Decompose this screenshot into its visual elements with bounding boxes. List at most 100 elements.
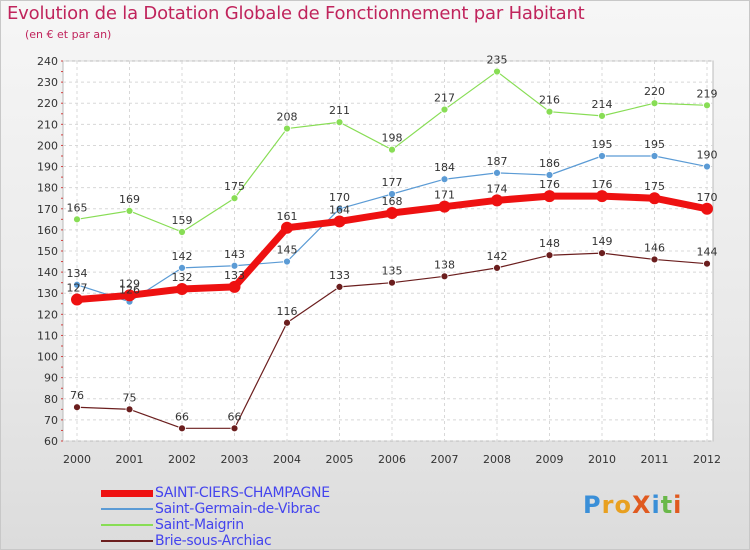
x-tick-label: 2009 [536,453,564,466]
y-tick-label: 150 [37,245,58,258]
data-label: 75 [123,391,137,404]
data-label: 177 [382,176,403,189]
data-point [440,175,449,184]
data-label: 184 [434,161,455,174]
data-point [388,190,396,198]
legend-swatch [101,508,153,510]
data-point [703,101,711,110]
data-point [230,261,239,270]
data-point [545,251,554,260]
legend-label: Saint-Germain-de-Vibrac [155,501,321,517]
data-label: 116 [277,305,298,318]
data-label: 174 [487,182,508,195]
data-point [283,257,291,266]
data-point [335,282,344,291]
y-tick-label: 90 [44,372,58,385]
data-label: 187 [487,155,508,168]
data-label: 138 [434,258,455,271]
legend-swatch [101,489,153,497]
data-point [491,194,503,207]
logo-letter: t [660,491,674,519]
data-point [701,202,713,215]
y-tick-label: 70 [44,414,58,427]
data-label: 217 [434,92,455,105]
data-point [125,206,134,215]
x-tick-label: 2006 [378,453,406,466]
data-point [596,190,608,203]
legend-label: Saint-Maigrin [155,517,244,533]
data-point [73,215,81,224]
data-point [230,424,239,433]
data-label: 143 [224,248,245,261]
legend-swatch [101,540,153,542]
data-point [73,403,81,412]
x-tick-label: 2002 [168,453,196,466]
logo-letter: X [631,491,652,519]
series-group [71,67,713,433]
data-point [230,194,239,203]
data-point [125,405,134,414]
data-label: 144 [697,246,718,259]
logo-letter: P [583,491,602,519]
data-point [545,171,554,179]
data-point [386,207,398,219]
data-label: 176 [539,178,560,191]
x-tick-label: 2004 [273,453,301,466]
data-label: 132 [172,271,193,284]
data-label: 195 [592,138,613,151]
data-point [598,111,606,120]
data-point [650,99,659,108]
data-label: 161 [277,210,298,223]
data-label: 66 [228,410,242,423]
logo-letter: i [673,491,683,519]
x-tick-label: 2005 [326,453,354,466]
x-tick-label: 2008 [483,453,511,466]
data-label: 175 [644,180,665,193]
logo-letter: r [601,491,615,519]
data-label: 164 [329,203,350,216]
y-tick-label: 80 [44,393,58,406]
data-label: 168 [382,195,403,208]
data-label: 170 [329,191,350,204]
legend-label: Brie-sous-Archiac [155,533,272,549]
data-point [598,152,606,160]
data-point [493,263,501,272]
data-point [650,152,659,160]
data-point [176,283,188,295]
y-tick-label: 110 [37,329,58,342]
data-label: 190 [697,149,718,162]
y-tick-label: 60 [44,435,58,448]
data-point [440,105,449,114]
data-point [545,107,554,116]
data-point [598,249,606,258]
data-point [71,293,83,306]
data-label: 134 [67,267,88,280]
data-point [178,263,186,272]
data-point [335,204,344,213]
data-label: 170 [697,191,718,204]
x-tick-label: 2000 [63,453,91,466]
data-labels: 127 129 132 133 161 164 168 171 174 176 176 175 170 1… [67,54,718,424]
y-tick-label: 190 [37,161,58,174]
y-tick-label: 120 [37,308,58,321]
data-label: 145 [277,244,298,257]
y-tick-label: 220 [37,97,58,110]
data-point [281,221,293,234]
chart-subtitle: (en € et par an) [25,28,112,41]
data-label: 148 [539,237,560,250]
data-label: 169 [119,193,140,206]
y-tick-label: 200 [37,139,58,152]
data-point [388,278,396,287]
data-point [703,162,711,171]
data-label: 127 [67,282,88,295]
data-label: 195 [644,138,665,151]
y-tick-label: 140 [37,266,58,279]
data-point [123,289,136,302]
data-point [178,228,186,236]
data-point [543,190,556,203]
data-label: 219 [697,87,718,100]
x-tick-label: 2001 [116,453,144,466]
data-label: 211 [329,104,350,117]
data-label: 165 [67,201,88,214]
data-point [493,168,501,177]
